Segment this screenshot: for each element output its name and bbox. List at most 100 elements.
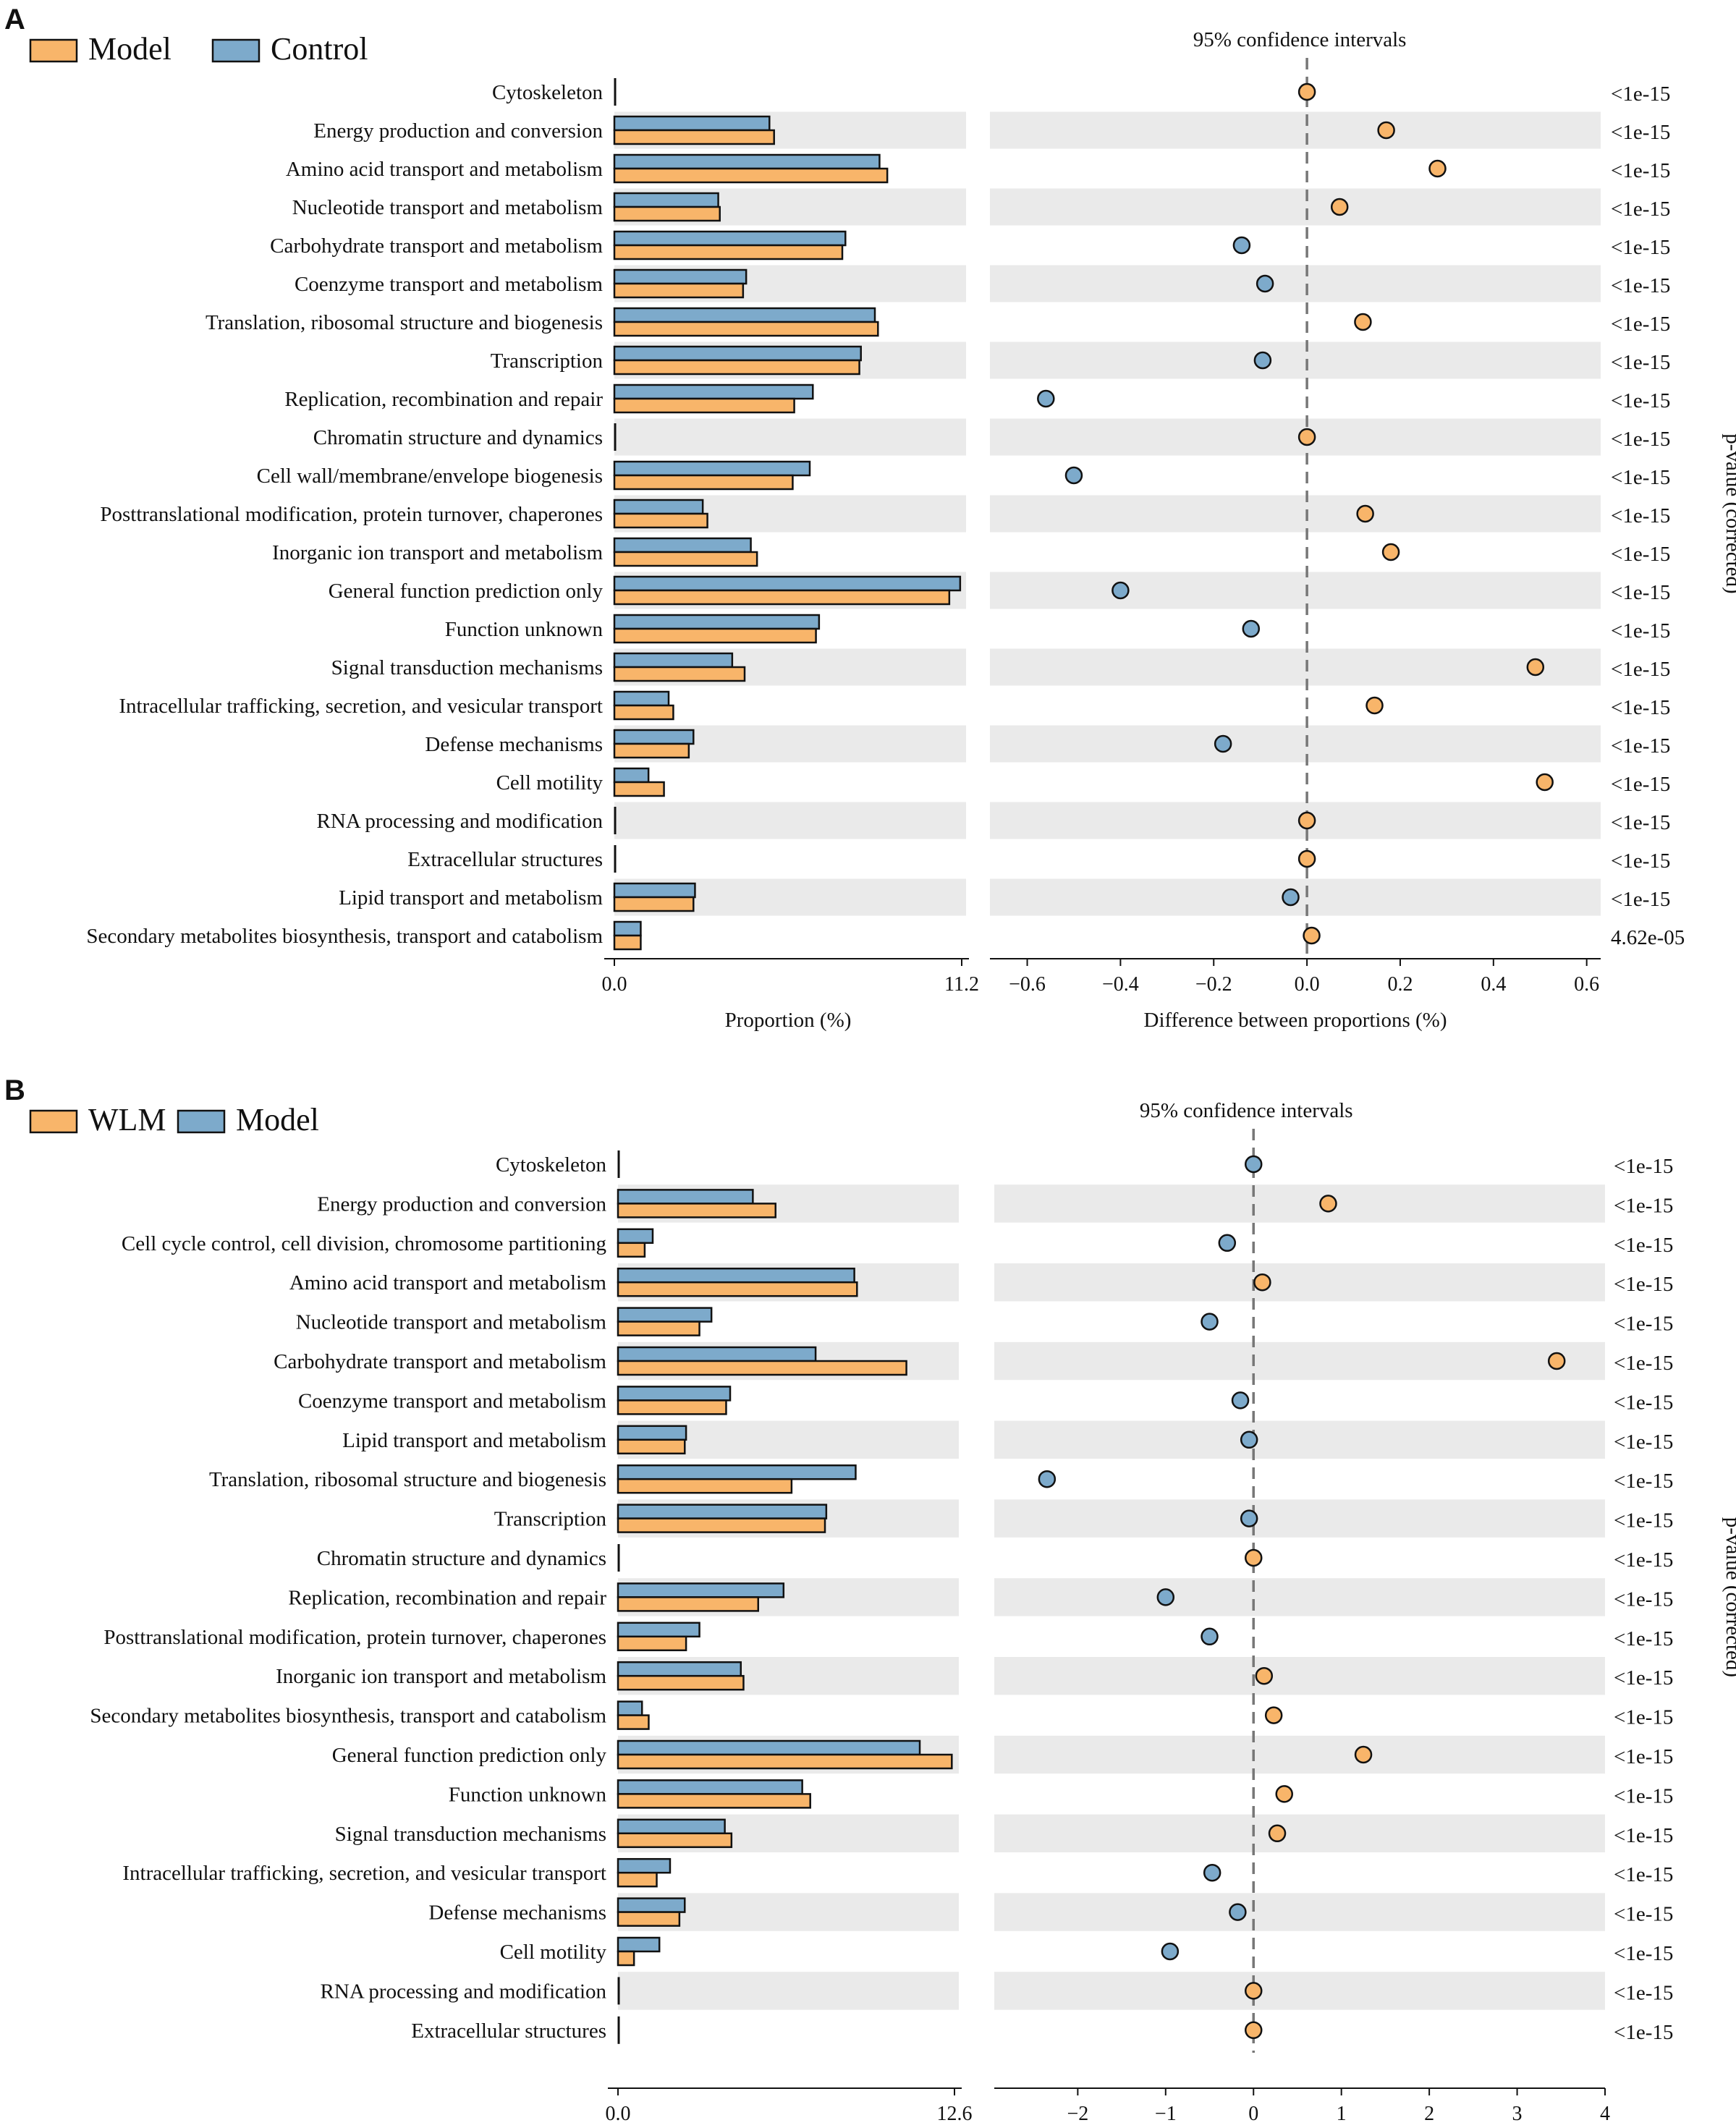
right-x-tick-label: −0.2 <box>1195 973 1232 996</box>
category-label: RNA processing and modification <box>317 810 604 833</box>
category-label: Extracellular structures <box>407 848 603 871</box>
difference-point <box>1231 1391 1250 1410</box>
p-value: <1e-15 <box>1614 1942 1673 1965</box>
difference-point <box>1037 389 1055 408</box>
difference-point <box>1356 504 1374 523</box>
p-value: <1e-15 <box>1614 1155 1673 1178</box>
bar-control <box>613 729 695 745</box>
row-stripe-right <box>994 1893 1605 1931</box>
category-label: Amino acid transport and metabolism <box>286 158 604 181</box>
difference-point <box>1253 351 1272 370</box>
bar-control <box>613 307 876 323</box>
legend-swatch-wlm <box>29 1109 78 1134</box>
row-stripe-right <box>994 1184 1605 1223</box>
category-label: Signal transduction mechanisms <box>331 656 603 679</box>
difference-point <box>1064 466 1083 485</box>
p-value: 4.62e-05 <box>1611 926 1685 949</box>
bar-wlm <box>617 1438 686 1455</box>
bar-control <box>613 575 962 592</box>
p-value: <1e-15 <box>1611 428 1670 451</box>
p-value: <1e-15 <box>1614 1391 1673 1414</box>
bar-model <box>613 934 642 951</box>
difference-point <box>1381 543 1400 561</box>
p-value: <1e-15 <box>1614 1313 1673 1336</box>
legend-label-model: Model <box>88 31 172 67</box>
p-value: <1e-15 <box>1611 313 1670 336</box>
right-x-tick-label: 0.6 <box>1574 973 1599 996</box>
row-stripe-right <box>994 1735 1605 1774</box>
difference-point <box>1365 696 1384 715</box>
category-label: Transcription <box>491 349 604 373</box>
bar-model <box>613 129 775 145</box>
bar-model <box>613 551 758 567</box>
category-label: Defense mechanisms <box>428 1902 606 1925</box>
bar-control <box>613 690 670 707</box>
bar-model <box>613 244 844 260</box>
category-label: Defense mechanisms <box>425 733 603 756</box>
bar-control <box>613 192 719 208</box>
p-value: <1e-15 <box>1614 1863 1673 1886</box>
bar-model <box>613 589 951 606</box>
p-value: <1e-15 <box>1611 351 1670 374</box>
difference-point <box>1303 926 1321 945</box>
category-label: Replication, recombination and repair <box>288 1586 606 1609</box>
p-value: <1e-15 <box>1611 504 1670 527</box>
difference-point <box>1244 1155 1263 1174</box>
p-value-axis-label: p-value (corrected) <box>1722 433 1736 593</box>
bar-wlm <box>617 1911 681 1927</box>
p-value: <1e-15 <box>1611 159 1670 182</box>
category-label: Cell motility <box>496 771 604 794</box>
bar-wlm <box>617 1950 635 1967</box>
row-stripe-right <box>990 648 1601 686</box>
category-label: Intracellular trafficking, secretion, an… <box>122 1862 606 1885</box>
bar-control <box>613 115 771 132</box>
right-x-tick-label: −0.6 <box>1009 973 1046 996</box>
difference-point <box>1242 619 1261 638</box>
p-value: <1e-15 <box>1614 1509 1673 1533</box>
category-label: Function unknown <box>445 618 604 641</box>
row-stripe-right <box>994 1578 1605 1616</box>
p-value: <1e-15 <box>1614 1745 1673 1768</box>
bar-wlm <box>617 1596 759 1612</box>
category-label: Posttranslational modification, protein … <box>103 1626 606 1649</box>
bar-wlm <box>617 1281 858 1297</box>
bar-model <box>613 397 795 414</box>
p-value: <1e-15 <box>1614 1666 1673 1690</box>
category-label: RNA processing and modification <box>321 1980 607 2003</box>
legend-swatch-model <box>29 38 78 63</box>
row-stripe-right <box>990 495 1601 533</box>
left-x-label: Proportion (%) <box>725 1009 852 1032</box>
bar-model <box>613 896 695 912</box>
category-label: Nucleotide transport and metabolism <box>296 1311 607 1334</box>
difference-point <box>1297 428 1316 446</box>
bar-wlm <box>617 1635 687 1652</box>
right-x-tick-label: 3 <box>1512 2103 1523 2125</box>
legend-label-wlm: WLM <box>88 1102 166 1137</box>
difference-point <box>1218 1234 1237 1252</box>
p-value: <1e-15 <box>1611 773 1670 796</box>
bar-control <box>613 268 748 285</box>
category-label: Intracellular trafficking, secretion, an… <box>119 695 603 718</box>
p-value: <1e-15 <box>1614 1981 1673 2004</box>
bar-control <box>613 767 650 784</box>
left-x-tick-label: 11.2 <box>944 973 979 996</box>
bar-model <box>617 1779 803 1795</box>
left-x-tick-label: 0.0 <box>606 2103 631 2125</box>
difference-point <box>1428 159 1447 178</box>
p-value: <1e-15 <box>1611 82 1670 106</box>
row-stripe-right <box>990 265 1601 302</box>
category-label: Chromatin structure and dynamics <box>313 426 603 449</box>
bar-model <box>617 1936 661 1953</box>
right-x-tick-label: 0 <box>1248 2103 1258 2125</box>
difference-point <box>1255 1666 1274 1685</box>
difference-point <box>1275 1785 1293 1803</box>
difference-point <box>1244 1982 1263 2000</box>
bar-wlm <box>617 1242 646 1258</box>
row-stripe-right <box>994 1499 1605 1538</box>
category-label: Secondary metabolites biosynthesis, tran… <box>90 1705 606 1728</box>
bar-model <box>613 167 889 184</box>
p-value: <1e-15 <box>1614 1470 1673 1493</box>
right-x-tick-label: 0.4 <box>1481 973 1506 996</box>
bar-model <box>617 1346 817 1362</box>
